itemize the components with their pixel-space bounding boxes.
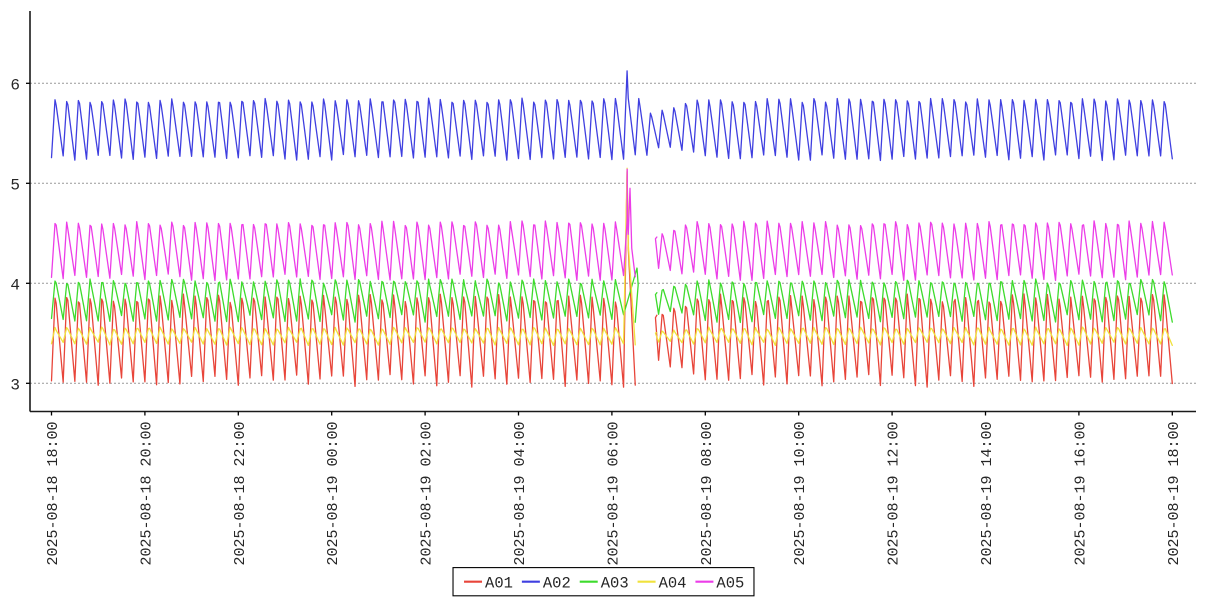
svg-text:A02: A02 bbox=[543, 575, 571, 593]
svg-text:5: 5 bbox=[10, 176, 20, 194]
svg-text:2025-08-18 18:00: 2025-08-18 18:00 bbox=[45, 422, 62, 566]
svg-text:A04: A04 bbox=[659, 575, 687, 593]
svg-text:2025-08-19 18:00: 2025-08-19 18:00 bbox=[1166, 422, 1183, 566]
svg-text:2025-08-19 16:00: 2025-08-19 16:00 bbox=[1072, 422, 1089, 566]
svg-text:2025-08-19 04:00: 2025-08-19 04:00 bbox=[512, 422, 529, 566]
svg-text:A01: A01 bbox=[485, 575, 513, 593]
svg-text:2025-08-19 12:00: 2025-08-19 12:00 bbox=[886, 422, 903, 566]
svg-text:2025-08-19 10:00: 2025-08-19 10:00 bbox=[792, 422, 809, 566]
svg-text:2025-08-18 20:00: 2025-08-18 20:00 bbox=[138, 422, 155, 566]
svg-text:6: 6 bbox=[10, 76, 20, 94]
svg-text:4: 4 bbox=[10, 276, 20, 294]
svg-text:A05: A05 bbox=[716, 575, 744, 593]
svg-text:2025-08-19 06:00: 2025-08-19 06:00 bbox=[605, 422, 622, 566]
svg-text:A03: A03 bbox=[601, 575, 629, 593]
svg-text:2025-08-19 14:00: 2025-08-19 14:00 bbox=[979, 422, 996, 566]
svg-text:3: 3 bbox=[10, 376, 20, 394]
svg-text:2025-08-19 08:00: 2025-08-19 08:00 bbox=[699, 422, 716, 566]
svg-text:2025-08-19 02:00: 2025-08-19 02:00 bbox=[419, 422, 436, 566]
svg-text:2025-08-18 22:00: 2025-08-18 22:00 bbox=[232, 422, 249, 566]
svg-text:2025-08-19 00:00: 2025-08-19 00:00 bbox=[325, 422, 342, 566]
